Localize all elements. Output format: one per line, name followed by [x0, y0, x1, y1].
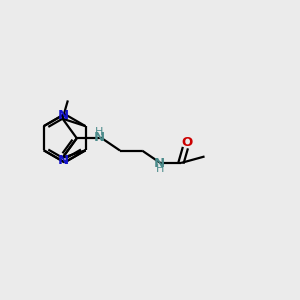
Text: N: N [58, 109, 69, 122]
Text: O: O [182, 136, 193, 149]
Text: N: N [58, 154, 69, 167]
Text: H: H [94, 127, 103, 137]
Text: H: H [156, 164, 164, 174]
Text: N: N [93, 131, 104, 144]
Text: N: N [154, 157, 165, 170]
